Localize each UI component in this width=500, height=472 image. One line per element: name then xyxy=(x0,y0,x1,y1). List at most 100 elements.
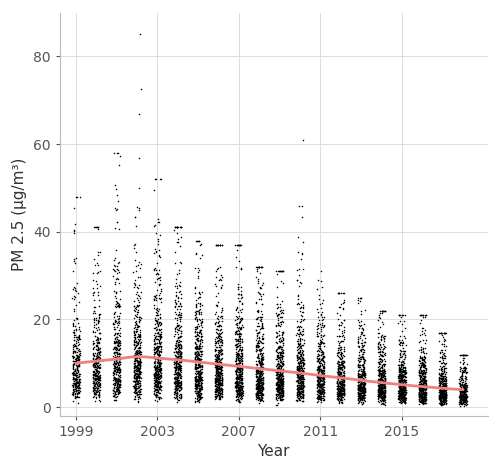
Point xyxy=(272,395,280,402)
Point xyxy=(232,393,240,400)
Point xyxy=(320,396,328,404)
Point xyxy=(294,394,302,402)
Point xyxy=(198,377,205,384)
Point xyxy=(152,363,160,371)
Point xyxy=(354,393,362,400)
Point xyxy=(174,305,182,312)
Point xyxy=(237,378,245,386)
Point xyxy=(380,377,388,385)
Point xyxy=(338,364,345,371)
Point xyxy=(238,299,246,307)
Point xyxy=(457,365,465,372)
Point xyxy=(441,398,449,406)
Point xyxy=(272,379,280,387)
Point xyxy=(378,393,386,401)
Point xyxy=(112,391,120,398)
Point xyxy=(275,367,283,375)
Point xyxy=(394,389,402,397)
Point xyxy=(191,381,199,388)
Point xyxy=(256,388,264,395)
Point xyxy=(376,364,384,371)
Point xyxy=(440,396,448,404)
Point xyxy=(238,287,246,295)
Point xyxy=(176,383,184,390)
Point xyxy=(236,332,244,340)
Point xyxy=(297,361,305,368)
Point xyxy=(252,373,260,380)
Point xyxy=(438,374,446,381)
Point xyxy=(232,337,240,345)
Point xyxy=(69,389,77,396)
Point xyxy=(396,372,404,380)
Point xyxy=(437,391,445,398)
Point xyxy=(436,371,444,379)
Point xyxy=(336,321,344,329)
Point xyxy=(94,345,102,352)
Point xyxy=(436,371,444,379)
Point xyxy=(440,335,448,343)
Point xyxy=(294,387,302,395)
Point xyxy=(152,291,160,299)
Point xyxy=(354,336,362,343)
Point xyxy=(234,280,241,288)
Point xyxy=(151,370,159,377)
Point xyxy=(155,343,163,351)
Point xyxy=(212,372,220,380)
Point xyxy=(396,371,404,379)
Point xyxy=(440,398,448,405)
Point xyxy=(156,382,164,390)
Point xyxy=(418,389,426,396)
Point xyxy=(136,331,144,338)
Point xyxy=(376,379,384,386)
Point xyxy=(238,389,246,397)
Point xyxy=(416,375,424,383)
Point xyxy=(116,378,124,385)
Point xyxy=(276,362,283,370)
Point xyxy=(154,356,162,363)
Point xyxy=(254,389,262,396)
Point xyxy=(177,323,185,330)
Point xyxy=(441,379,449,387)
Point xyxy=(194,337,202,345)
Point xyxy=(356,387,364,395)
Point xyxy=(190,355,198,363)
Point xyxy=(398,392,406,400)
Point xyxy=(334,365,342,372)
Point xyxy=(256,383,264,391)
Point xyxy=(212,376,220,383)
Point xyxy=(92,386,100,393)
Point xyxy=(402,389,409,397)
Point xyxy=(232,379,240,387)
Point xyxy=(274,375,282,382)
Point xyxy=(417,384,425,391)
Point xyxy=(340,317,348,324)
Point xyxy=(294,372,302,380)
Point xyxy=(380,368,388,375)
Point xyxy=(135,358,143,366)
Point xyxy=(256,363,264,371)
Point xyxy=(156,374,164,381)
Point xyxy=(196,343,203,351)
Point xyxy=(234,383,241,391)
Point xyxy=(336,370,344,378)
Point xyxy=(216,331,224,339)
Point xyxy=(337,386,345,393)
Point xyxy=(113,383,121,390)
Point xyxy=(438,389,446,396)
Point xyxy=(277,380,285,388)
Point xyxy=(235,359,243,366)
Point xyxy=(90,368,98,376)
Point xyxy=(132,370,140,378)
Point xyxy=(460,401,468,408)
Point xyxy=(374,343,382,350)
Point xyxy=(316,396,324,403)
Point xyxy=(397,386,405,394)
Point xyxy=(234,385,241,392)
Point xyxy=(215,380,223,388)
Point xyxy=(192,301,200,309)
Point xyxy=(400,379,407,387)
Point xyxy=(441,391,449,399)
Point xyxy=(194,364,202,372)
Point xyxy=(334,359,342,366)
Point xyxy=(416,392,424,400)
